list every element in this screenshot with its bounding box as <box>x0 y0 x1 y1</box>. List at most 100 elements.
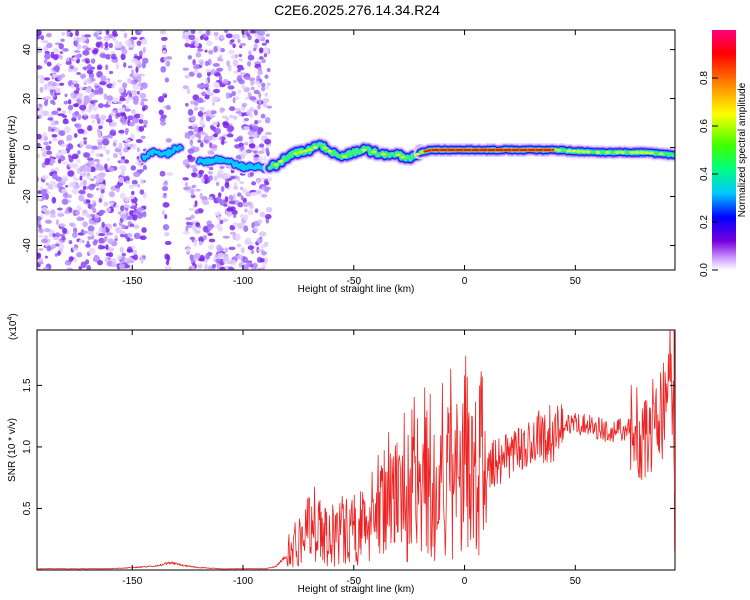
noise-speck <box>142 211 147 218</box>
y-multiplier-label: (x104) <box>7 313 19 340</box>
noise-speck <box>138 126 145 132</box>
noise-speck <box>140 178 144 185</box>
noise-speck <box>256 75 261 81</box>
noise-speck <box>135 138 143 144</box>
noise-speck <box>82 179 87 187</box>
noise-speck <box>87 157 94 161</box>
noise-speck <box>43 136 49 141</box>
noise-speck <box>55 219 59 226</box>
ridge-highlight <box>658 152 664 156</box>
noise-speck <box>68 109 72 114</box>
noise-speck <box>87 125 93 132</box>
noise-speck <box>82 185 87 191</box>
noise-speck <box>58 43 64 50</box>
noise-speck <box>79 181 83 188</box>
page-title: C2E6.2025.276.14.34.R24 <box>274 2 440 18</box>
noise-speck <box>109 129 117 136</box>
noise-speck <box>104 163 108 170</box>
noise-speck <box>237 38 241 43</box>
noise-speck <box>98 125 103 129</box>
noise-speck <box>131 108 136 115</box>
noise-speck <box>140 98 148 102</box>
noise-speck <box>44 255 49 259</box>
noise-speck <box>259 231 267 237</box>
noise-speck <box>241 188 248 194</box>
noise-speck <box>72 36 78 42</box>
noise-speck <box>199 61 204 66</box>
noise-speck <box>112 96 118 104</box>
noise-speck <box>142 255 146 259</box>
noise-speck <box>202 225 208 233</box>
noise-speck <box>142 57 149 64</box>
noise-speck <box>93 239 99 244</box>
bottom-y-axis-title: SNR (10 * v/v) <box>7 418 18 482</box>
noise-speck <box>59 82 65 86</box>
noise-speck <box>95 181 100 187</box>
ridge-highlight <box>619 151 625 154</box>
noise-speck <box>246 149 252 154</box>
noise-speck <box>120 156 126 161</box>
noise-speck <box>219 34 225 40</box>
noise-speck <box>43 100 48 107</box>
noise-speck <box>132 83 140 90</box>
noise-speck <box>257 69 263 76</box>
noise-speck <box>236 243 242 248</box>
bottom-x-tick-label: -50 <box>347 576 362 587</box>
noise-speck <box>259 185 263 190</box>
top-y-tick-label: 20 <box>22 93 33 105</box>
spectrogram-ridge <box>138 137 675 175</box>
noise-speck <box>47 84 53 91</box>
noise-speck <box>119 246 124 254</box>
noise-speck <box>124 233 128 239</box>
noise-speck <box>216 196 222 203</box>
noise-speck <box>52 73 59 78</box>
noise-speck <box>243 225 249 233</box>
noise-speck <box>187 108 194 116</box>
noise-speck <box>98 209 106 214</box>
noise-speck <box>88 183 95 191</box>
noise-speck <box>239 181 245 185</box>
noise-speck <box>227 260 234 265</box>
noise-speck <box>57 212 65 217</box>
colorbar-tick-label: 0.8 <box>699 71 710 85</box>
noise-speck <box>244 117 250 122</box>
top-x-axis: -150 -100 -50 0 50 <box>122 30 581 287</box>
noise-speck <box>84 97 91 104</box>
noise-speck <box>211 101 215 106</box>
top-x-axis-title: Height of straight line (km) <box>298 284 415 295</box>
noise-speck <box>142 46 146 54</box>
noise-speck <box>74 110 80 116</box>
noise-speck <box>237 74 243 78</box>
noise-speck <box>183 186 191 191</box>
noise-speck <box>93 32 99 38</box>
noise-speck <box>204 49 208 53</box>
noise-speck <box>130 69 135 74</box>
noise-speck <box>204 60 210 67</box>
noise-speck <box>198 30 203 34</box>
noise-speck <box>119 97 126 102</box>
noise-speck <box>165 60 170 67</box>
noise-speck <box>47 117 54 121</box>
noise-speck <box>77 150 81 155</box>
noise-speck <box>226 133 234 138</box>
noise-speck <box>265 207 273 213</box>
noise-speck <box>122 82 128 89</box>
noise-speck <box>98 197 103 203</box>
ridge-highlight <box>400 155 406 159</box>
noise-speck <box>73 227 78 234</box>
noise-speck <box>88 220 96 225</box>
noise-speck <box>207 170 214 175</box>
noise-speck <box>231 209 238 215</box>
noise-speck <box>231 90 237 97</box>
noise-speck <box>162 224 170 231</box>
noise-speck <box>103 201 109 207</box>
noise-speck <box>78 189 86 195</box>
noise-speck <box>213 72 221 77</box>
noise-speck <box>133 232 141 240</box>
noise-speck <box>232 43 236 49</box>
noise-speck <box>237 201 244 208</box>
noise-speck <box>215 181 220 186</box>
noise-speck <box>44 51 51 55</box>
noise-speck <box>257 66 262 71</box>
noise-speck <box>215 258 222 263</box>
